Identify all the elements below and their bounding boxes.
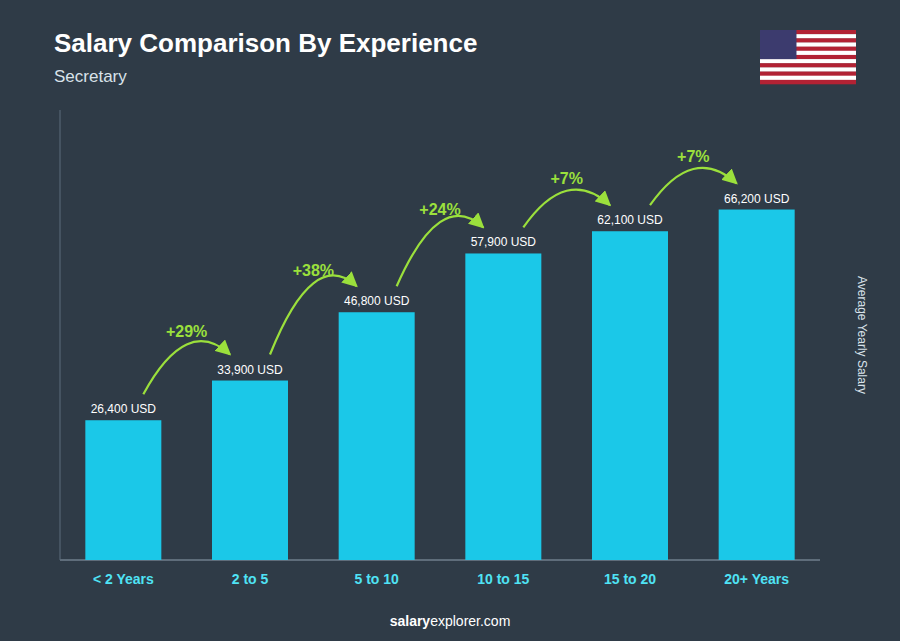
annotation: +38% [293,262,334,279]
x-tick-label: < 2 Years [93,571,154,587]
annotation: +24% [419,201,460,218]
change-arrow [397,216,484,286]
change-arrow [270,275,357,354]
footer-part: salary [390,613,431,629]
change-arrow [143,341,230,394]
change-arrow [650,168,737,205]
data-label: 57,900 USD [471,235,537,249]
bar [212,381,288,560]
bar [465,253,541,560]
data-label: 46,800 USD [344,294,410,308]
x-tick-label: 2 to 5 [232,571,269,587]
data-label: 62,100 USD [597,213,663,227]
x-tick-label: 20+ Years [724,571,789,587]
x-tick-label: 15 to 20 [604,571,656,587]
bar [592,231,668,560]
change-arrow [523,190,610,228]
y-axis-label: Average Yearly Salary [855,276,869,394]
chart: Salary Comparison By Experience Secretary… [0,0,900,641]
bar [719,210,795,560]
x-axis-line [60,560,820,561]
footer: salaryexplorer.com [390,613,511,629]
flag-stripe [760,72,856,76]
background [0,0,900,641]
x-tick-label: 5 to 10 [354,571,399,587]
data-label: 66,200 USD [724,192,790,206]
x-tick-label: 10 to 15 [477,571,529,587]
y-axis-line [60,110,61,560]
annotation: +7% [677,148,709,165]
bar [85,420,161,560]
flag-stripe [760,80,856,84]
bars [85,210,794,560]
title: Salary Comparison By Experience [54,28,477,58]
flag-canton [760,30,796,59]
data-label: 33,900 USD [217,363,283,377]
flag-stripe [760,59,856,63]
flag-stripe [760,76,856,80]
data-label: 26,400 USD [91,402,157,416]
change-annotations: +29% +38% +24% +7% +7% [143,148,736,394]
annotation: +29% [166,323,207,340]
footer-part: explorer.com [430,613,510,629]
bar [339,312,415,560]
annotation: +7% [550,170,582,187]
flag [760,30,856,84]
flag-stripe [760,63,856,67]
subtitle: Secretary [54,67,127,86]
flag-stripe [760,67,856,71]
